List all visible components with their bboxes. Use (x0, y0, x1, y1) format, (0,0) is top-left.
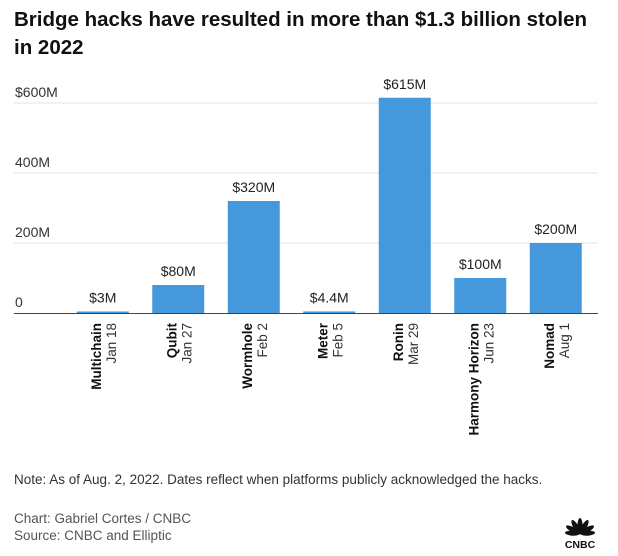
bar-value-label: $615M (383, 76, 426, 92)
cnbc-logo: CNBC (565, 518, 596, 550)
date-label: Jun 23 (481, 323, 496, 364)
y-tick-label: 0 (15, 294, 23, 310)
bar (152, 285, 205, 313)
bar (454, 278, 507, 313)
category-label: Multichain (89, 323, 104, 390)
category-label: Nomad (542, 323, 557, 369)
bar-chart: 0 200M 400M $600M $3M Multichain Jan 18 $80M Qub… (14, 76, 598, 436)
bar (378, 97, 431, 313)
chart-source: Source: CNBC and Elliptic (14, 528, 172, 543)
y-tick-label: $600M (15, 84, 58, 100)
bar (76, 311, 129, 313)
date-label: Jan 27 (179, 323, 194, 364)
bar-value-label: $320M (232, 179, 275, 195)
bar-value-label: $4.4M (310, 289, 349, 305)
date-label: Feb 2 (255, 323, 270, 358)
cnbc-logo-text: CNBC (565, 539, 596, 550)
category-label: Meter (315, 322, 330, 359)
category-label: Qubit (164, 323, 179, 359)
chart-note: Note: As of Aug. 2, 2022. Dates reflect … (14, 472, 543, 487)
bar-value-label: $3M (89, 290, 116, 306)
bar (303, 311, 356, 313)
date-label: Mar 29 (406, 323, 421, 365)
chart-title: Bridge hacks have resulted in more than … (14, 8, 588, 59)
date-label: Feb 5 (330, 323, 345, 358)
date-label: Aug 1 (557, 323, 572, 358)
category-label: Wormhole (240, 323, 255, 389)
bar-value-label: $100M (459, 256, 502, 272)
category-label: Ronin (391, 323, 406, 361)
y-tick-label: 200M (15, 224, 50, 240)
bar-value-label: $80M (161, 263, 196, 279)
y-tick-label: 400M (15, 154, 50, 170)
nbc-peacock-icon (565, 518, 595, 536)
bar-value-label: $200M (534, 221, 577, 237)
chart-credit: Chart: Gabriel Cortes / CNBC (14, 511, 192, 526)
bar (529, 243, 582, 313)
date-label: Jan 18 (104, 323, 119, 364)
category-label: Harmony Horizon (466, 323, 481, 436)
bar (227, 201, 280, 313)
